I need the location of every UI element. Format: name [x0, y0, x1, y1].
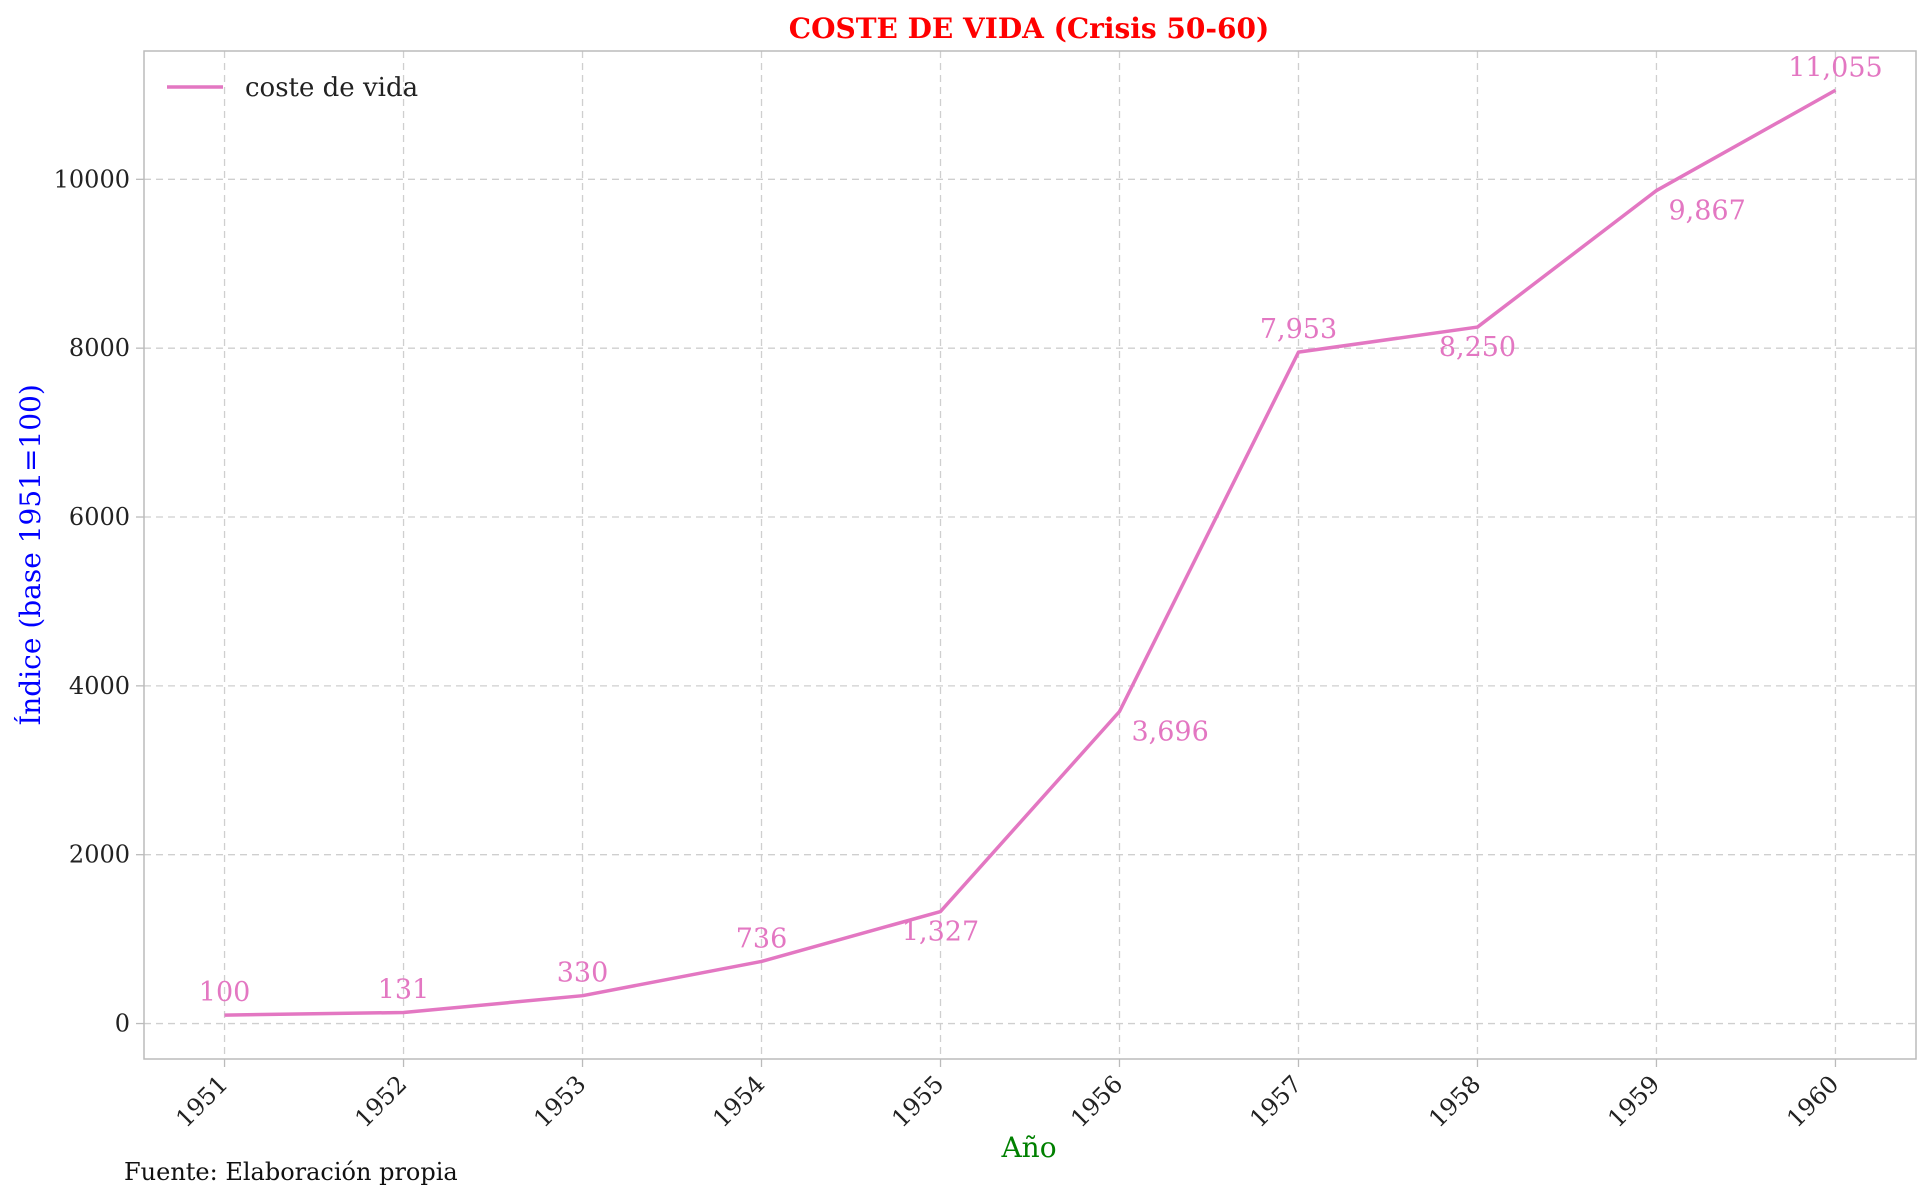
x-tick-label: 1956: [1065, 1070, 1128, 1133]
x-tick-label: 1952: [349, 1070, 412, 1133]
y-axis-label: Índice (base 1951=100): [14, 384, 47, 726]
x-tick-label: 1957: [1244, 1070, 1307, 1133]
y-tick-label: 10000: [54, 165, 130, 193]
chart-title: COSTE DE VIDA (Crisis 50-60): [789, 12, 1269, 45]
x-tick-label: 1955: [886, 1070, 949, 1133]
data-label: 9,867: [1668, 196, 1745, 227]
series-line-coste-de-vida: [224, 88, 1837, 1017]
data-label: 330: [557, 958, 609, 989]
x-tick-label: 1960: [1781, 1070, 1844, 1133]
x-tick-label: 1953: [528, 1070, 591, 1133]
data-label: 736: [736, 923, 788, 954]
data-label: 1,327: [902, 917, 979, 948]
y-tick-label: 6000: [69, 503, 130, 531]
x-tick-label: 1959: [1602, 1070, 1665, 1133]
y-tick-label: 2000: [69, 841, 130, 869]
x-tick-label: 1954: [707, 1070, 770, 1133]
grid-lines: [144, 51, 1916, 1059]
data-label: 131: [378, 974, 430, 1005]
y-axis-ticks: 0 2000 4000 6000 8000 10000: [54, 165, 144, 1038]
x-tick-label: 1958: [1423, 1070, 1486, 1133]
footnote: Fuente: Elaboración propia: [124, 1158, 458, 1186]
data-label: 100: [199, 977, 251, 1008]
y-tick-label: 0: [115, 1010, 130, 1038]
data-label: 3,696: [1131, 717, 1208, 748]
plot-area: [143, 50, 1917, 1060]
data-labels: 100 131 330 736 1,327 3,696 7,953 8,250 9,867 11,…: [199, 52, 1883, 1008]
legend: coste de vida: [167, 73, 418, 103]
x-tick-label: 1951: [170, 1070, 233, 1133]
series-layer: [224, 88, 1837, 1017]
y-tick-label: 4000: [69, 672, 130, 700]
data-label: 7,953: [1260, 314, 1337, 345]
y-tick-label: 8000: [69, 334, 130, 362]
data-label: 11,055: [1788, 52, 1882, 83]
legend-label: coste de vida: [245, 73, 418, 103]
data-label: 8,250: [1439, 332, 1516, 363]
x-axis-label: Año: [1000, 1131, 1056, 1164]
x-axis-ticks: 1951 1952 1953 1954 1955 1956 1957 1958 1959 1960: [170, 1059, 1844, 1133]
